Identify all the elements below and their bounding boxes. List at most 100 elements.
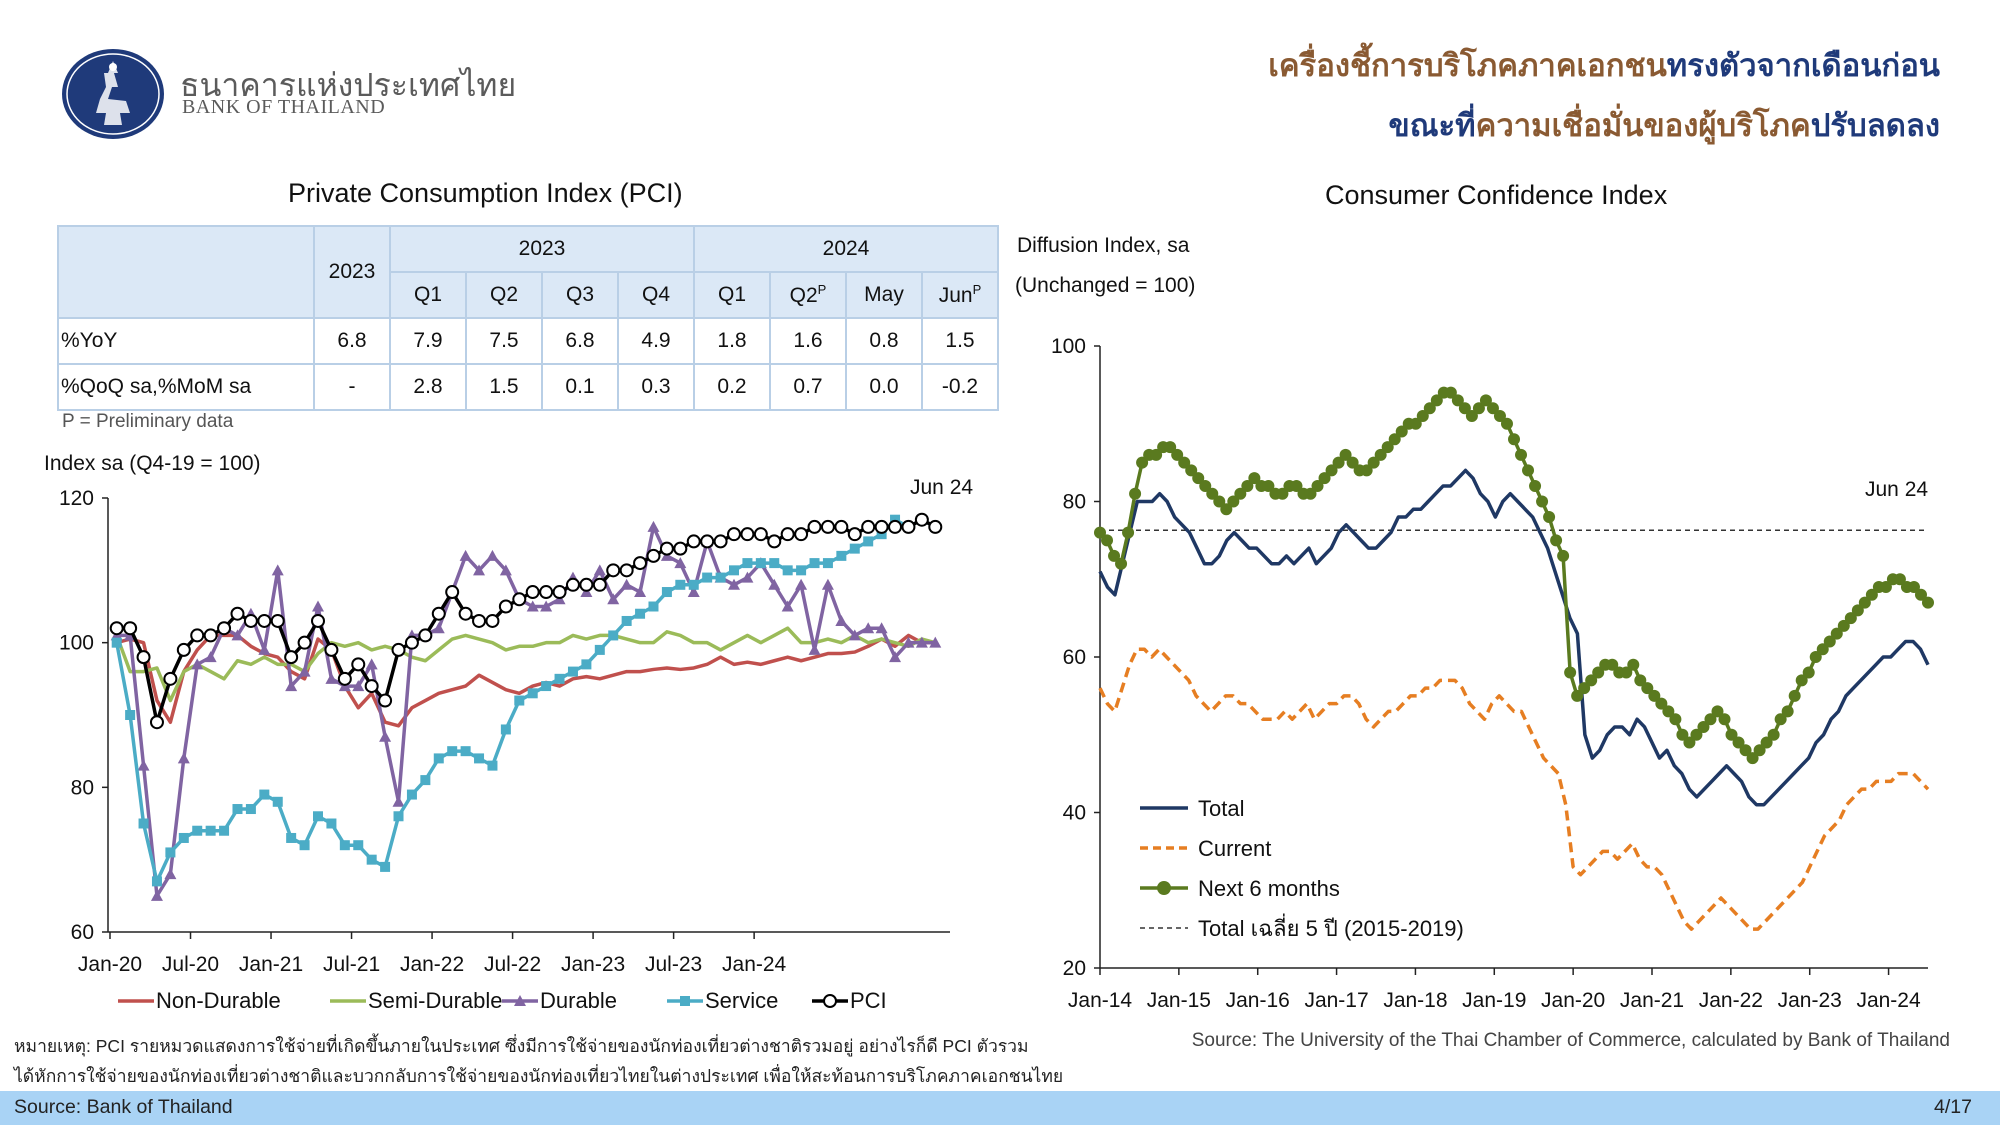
data-point	[794, 527, 809, 542]
data-point	[353, 840, 364, 851]
data-point	[1711, 705, 1724, 718]
x-tick-label: Jan-23	[1778, 989, 1842, 1012]
data-point	[567, 666, 578, 677]
table-cell: 6.8	[313, 317, 391, 365]
data-point	[1648, 689, 1661, 702]
data-point	[1655, 697, 1668, 710]
data-point	[1851, 604, 1864, 617]
table-subheader-4: Q1	[693, 271, 771, 319]
data-point	[1676, 728, 1689, 741]
preliminary-note: P = Preliminary data	[62, 411, 234, 432]
data-point	[1697, 720, 1710, 733]
data-point	[164, 868, 177, 880]
data-point	[1220, 503, 1233, 516]
data-point	[647, 520, 660, 532]
data-point	[514, 695, 525, 706]
data-point	[150, 889, 163, 901]
data-point	[1122, 526, 1135, 539]
data-point	[875, 622, 888, 634]
series-line-current	[1098, 647, 1930, 931]
data-point	[729, 565, 739, 576]
table-cell: 4.9	[617, 317, 695, 365]
data-point	[1725, 728, 1738, 741]
page-number: 4/17	[1934, 1096, 1972, 1118]
data-point	[808, 643, 821, 655]
data-point	[1922, 596, 1934, 609]
data-point	[1641, 682, 1654, 695]
legend-label: Durable	[540, 988, 617, 1013]
table-cell: 0.8	[845, 317, 923, 365]
data-point	[1115, 557, 1128, 570]
data-point	[245, 804, 256, 815]
data-point	[190, 628, 205, 643]
data-point	[1108, 549, 1121, 562]
data-point	[1865, 588, 1878, 601]
data-point	[541, 681, 552, 692]
table-cell: -	[313, 363, 391, 411]
data-point	[109, 621, 124, 636]
data-point	[1423, 402, 1436, 415]
data-point	[125, 710, 136, 720]
cci-chart-title: Consumer Confidence Index	[1325, 180, 1668, 210]
table-cell: 7.5	[465, 317, 543, 365]
data-point	[835, 614, 848, 626]
data-point	[661, 587, 672, 598]
data-point	[1472, 402, 1485, 415]
data-point	[1732, 736, 1745, 749]
data-point	[1522, 464, 1535, 477]
data-point	[1339, 448, 1352, 461]
data-point	[659, 541, 674, 556]
brand-english-name: BANK OF THAILAND	[182, 96, 386, 118]
data-point	[177, 752, 190, 764]
data-point	[753, 527, 768, 542]
data-point	[673, 541, 688, 556]
data-point	[137, 759, 150, 771]
data-point	[1150, 448, 1163, 461]
x-tick-label: Jan-21	[1620, 989, 1684, 1012]
x-tick-label: Jan-15	[1147, 989, 1211, 1012]
data-point	[554, 673, 565, 684]
data-point	[1094, 526, 1106, 539]
table-row: %QoQ sa,%MoM sa -2.8 1.5 0.1 0.3 0.2 0.7 0.0 -0.…	[57, 363, 999, 411]
data-point	[284, 650, 299, 665]
data-point	[1444, 386, 1457, 399]
data-point	[163, 671, 178, 686]
table-subheader-7: JunP	[921, 271, 999, 319]
data-point	[1192, 472, 1205, 485]
headline-line-2: ขณะที่ความเชื่อมั่นของผู้บริโภคปรับลดลง	[1388, 108, 1940, 143]
data-point	[1325, 464, 1338, 477]
x-tick-label: Jan-22	[400, 953, 464, 976]
data-point	[1367, 456, 1380, 469]
data-point	[1515, 448, 1528, 461]
data-point	[540, 600, 553, 612]
data-point	[474, 753, 485, 764]
data-point	[890, 514, 901, 525]
legend-label: Next 6 months	[1198, 876, 1340, 901]
x-tick-label: Jan-20	[78, 953, 142, 976]
data-point	[1508, 433, 1520, 446]
data-point	[1816, 643, 1829, 656]
data-point	[339, 840, 350, 851]
data-point	[286, 832, 297, 843]
footnote-line-2: ได้หักการใช้จ่ายของนักท่องเที่ยวต่างชาติ…	[14, 1066, 1064, 1086]
table-subheader-3: Q4	[617, 271, 695, 319]
data-point	[151, 876, 162, 887]
data-point	[807, 519, 822, 534]
data-point	[1129, 487, 1142, 500]
footer-bar	[0, 1091, 2000, 1125]
data-point	[191, 658, 204, 670]
x-tick-label: Jan-19	[1462, 989, 1526, 1012]
table-cell: 0.3	[617, 363, 695, 411]
data-point	[1858, 596, 1871, 609]
data-point	[1248, 472, 1261, 485]
table-header-group-2024: 2024	[693, 225, 999, 273]
data-point	[257, 613, 272, 628]
data-point	[821, 578, 834, 590]
data-point	[1795, 674, 1808, 687]
data-point	[769, 558, 780, 569]
data-point	[1627, 658, 1640, 671]
legend-marker	[514, 995, 526, 1006]
data-point	[298, 665, 311, 677]
data-point	[1830, 627, 1843, 640]
data-point	[326, 818, 337, 829]
